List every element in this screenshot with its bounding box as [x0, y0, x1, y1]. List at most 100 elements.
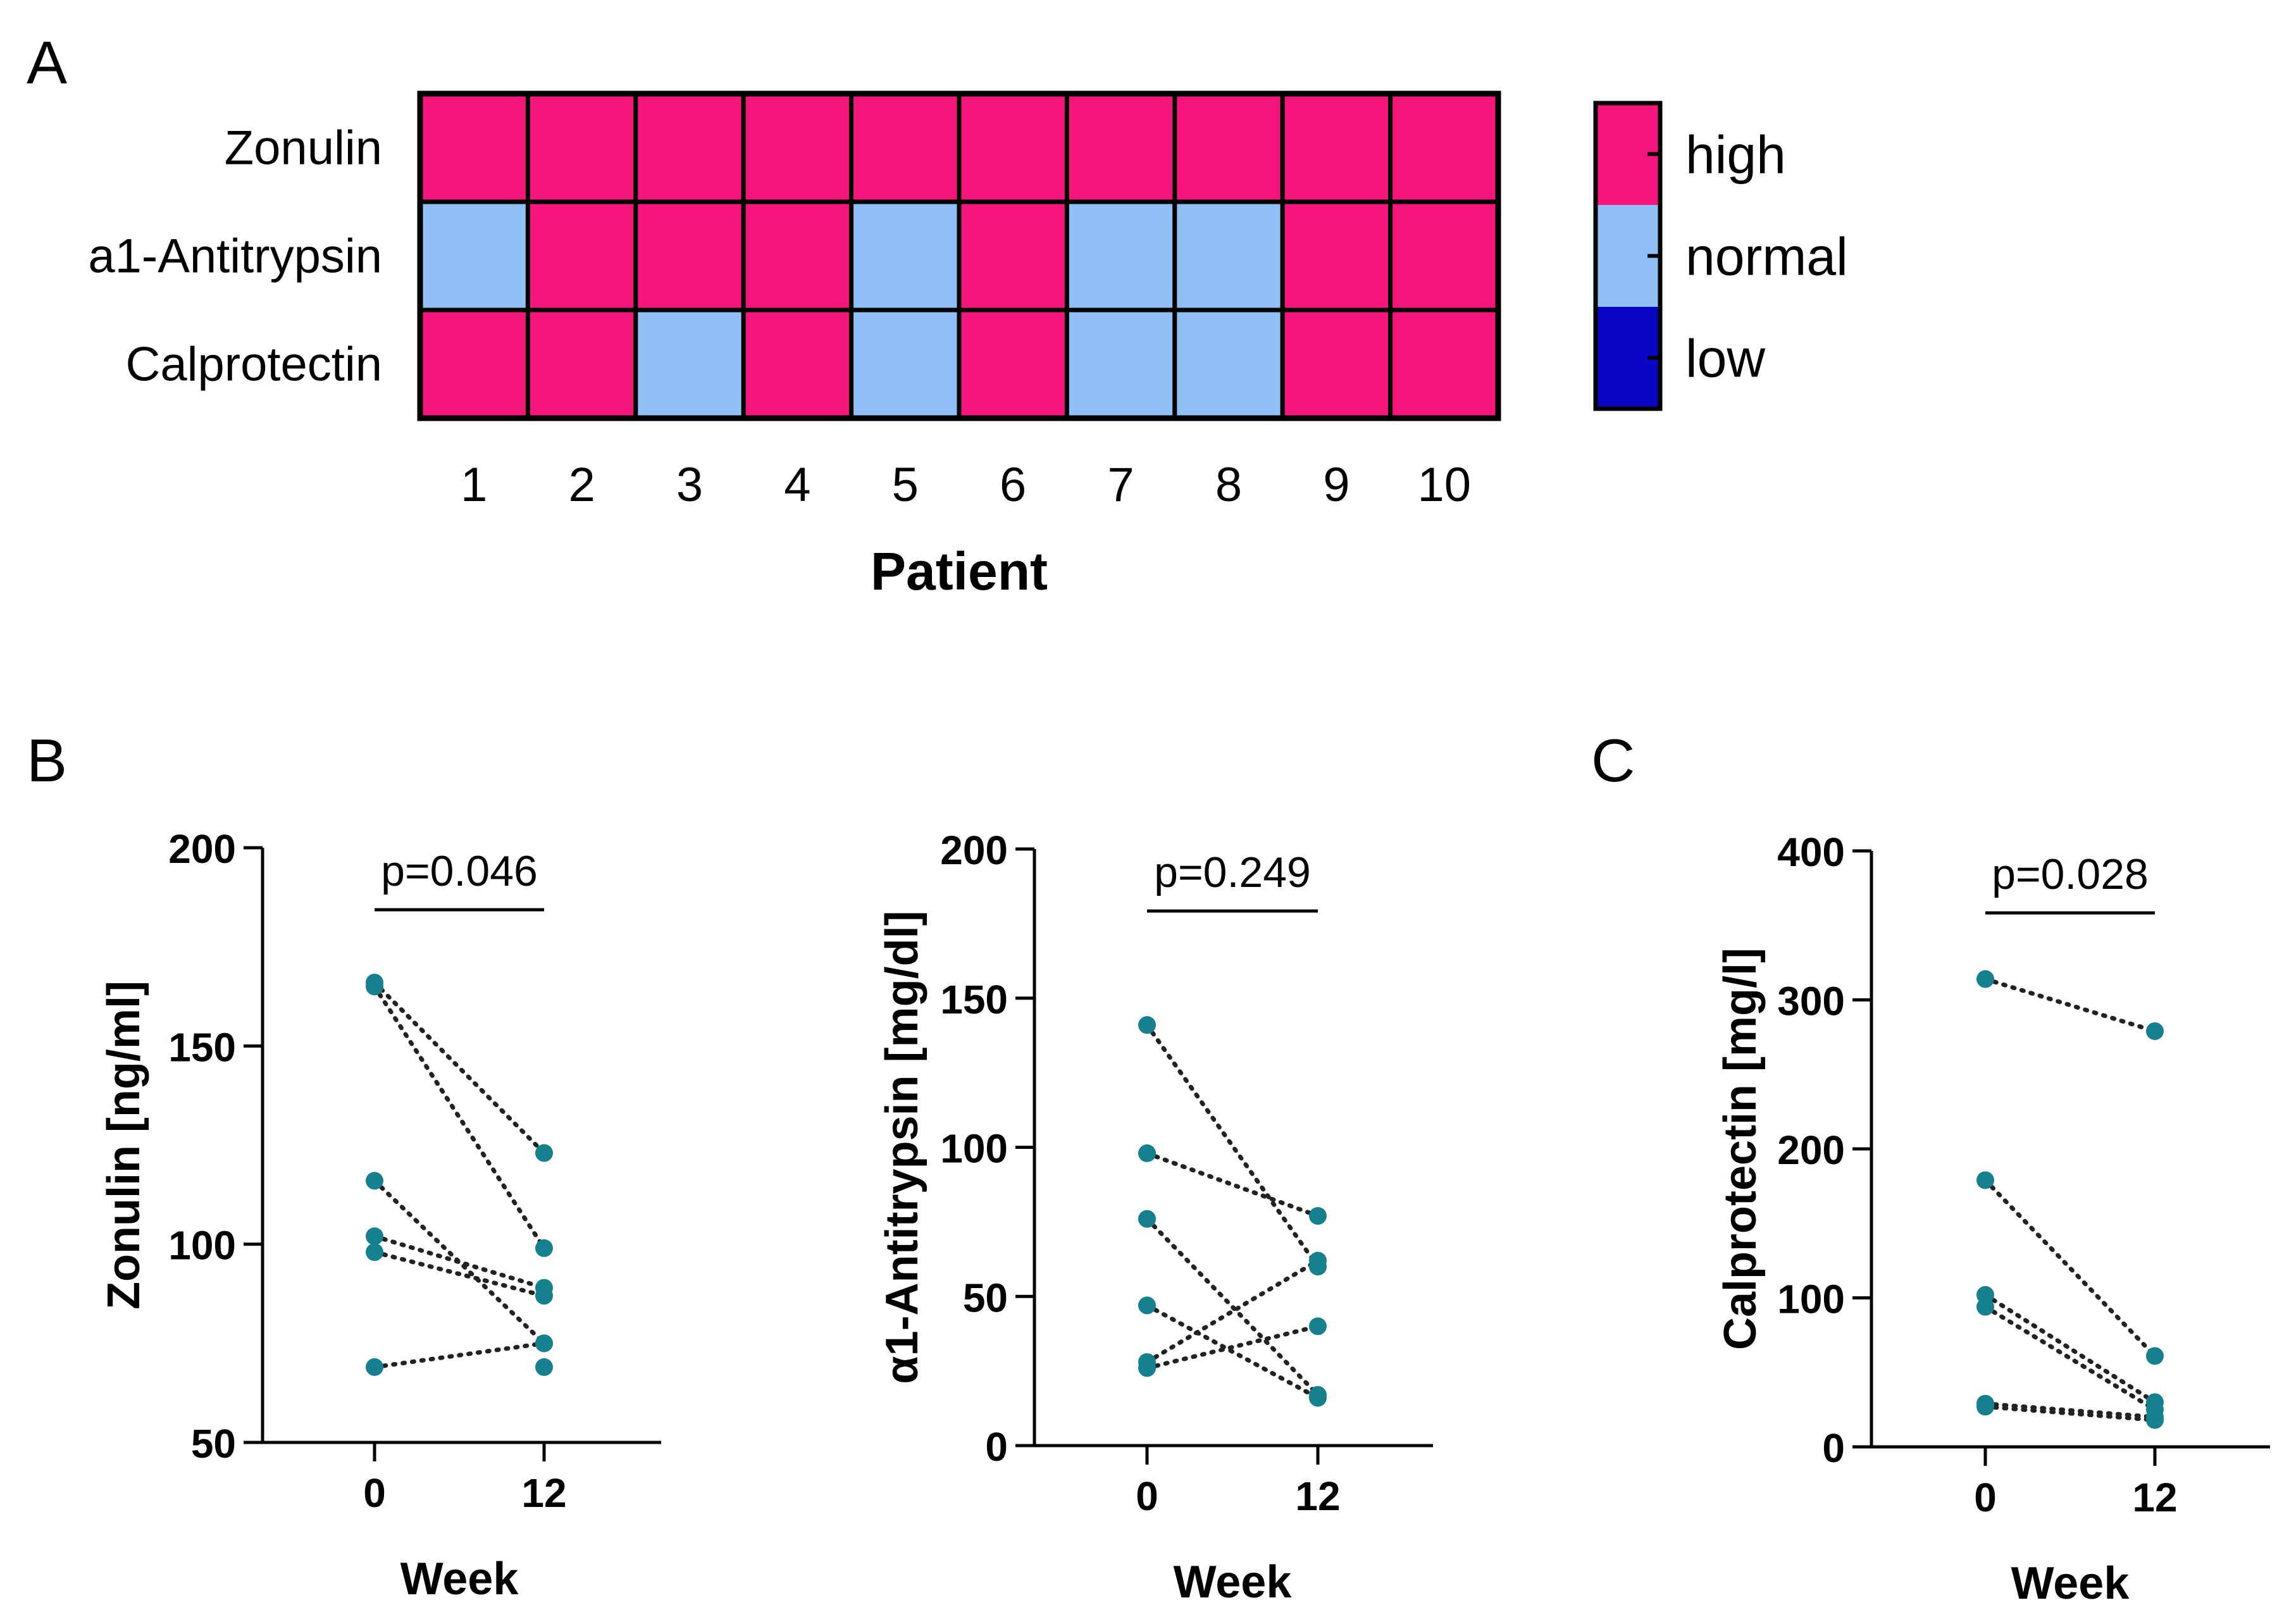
paired-line [1144, 1323, 1320, 1370]
heatmap-row-label: Zonulin [225, 121, 382, 175]
y-tick-label: 50 [963, 1275, 1008, 1320]
y-tick-label: 0 [1822, 1425, 1845, 1471]
heatmap-cell [1388, 199, 1501, 313]
y-axis-title: α1-Antitrypsin [mg/dl] [877, 910, 927, 1384]
heatmap-cell [525, 307, 638, 421]
data-point-week0 [1138, 1296, 1156, 1315]
data-point-week12 [535, 1334, 553, 1353]
heatmap-cell [957, 307, 1069, 421]
heatmap-cell [633, 307, 746, 421]
heatmap-column-label: 2 [568, 458, 595, 512]
data-point-week0 [1138, 1016, 1156, 1034]
data-point-week12 [535, 1358, 553, 1376]
y-tick-label: 300 [1777, 979, 1845, 1024]
heatmap-cell [633, 91, 746, 204]
data-point-week12 [535, 1287, 553, 1305]
data-point-week12 [1309, 1389, 1327, 1407]
p-value-label: p=0.028 [1992, 850, 2149, 898]
paired-line [1983, 1401, 2157, 1420]
x-tick-label: 0 [1136, 1473, 1158, 1519]
legend-label-normal: normal [1685, 227, 1848, 287]
paired-line [1144, 1303, 1320, 1401]
x-tick-label: 12 [1295, 1473, 1340, 1519]
data-point-week12 [2146, 1022, 2164, 1040]
paired-line [1144, 1217, 1320, 1398]
heatmap-cell [849, 199, 962, 313]
heatmap-cell [633, 199, 746, 313]
paired-line [372, 1234, 547, 1291]
heatmap-cell [1064, 307, 1177, 421]
x-tick-label: 0 [363, 1470, 386, 1516]
heatmap-cell [418, 307, 530, 421]
heatmap-cell [849, 91, 962, 204]
heatmap-cell [957, 199, 1069, 313]
p-value-label: p=0.046 [381, 847, 538, 895]
data-point-week0 [1138, 1144, 1156, 1162]
heatmap-column-label: 1 [461, 458, 487, 512]
heatmap-cell [957, 91, 1069, 204]
panel-label-c: C [1591, 727, 1635, 795]
y-tick-label: 150 [940, 977, 1008, 1022]
heatmap-cell [418, 91, 530, 204]
data-point-week12 [2146, 1347, 2164, 1365]
x-tick-label: 0 [1974, 1475, 1997, 1520]
legend-border [1593, 101, 1663, 411]
data-point-week0 [1976, 1398, 1994, 1416]
y-tick-label: 0 [985, 1424, 1008, 1470]
data-point-week0 [366, 977, 383, 996]
heatmap-cell [1280, 91, 1393, 204]
y-tick-label: 100 [1777, 1277, 1845, 1322]
x-tick-label: 12 [2132, 1475, 2177, 1520]
heatmap-column-label: 10 [1418, 458, 1472, 512]
heatmap-cell [1172, 307, 1285, 421]
heatmap-x-axis-title: Patient [871, 542, 1048, 601]
data-point-week12 [2146, 1411, 2164, 1429]
x-tick-label: 12 [521, 1470, 566, 1516]
data-point-week12 [535, 1239, 553, 1257]
y-tick-label: 100 [168, 1223, 236, 1268]
data-point-week12 [1309, 1206, 1327, 1225]
heatmap-cell [1064, 199, 1177, 313]
paired-line [1144, 1022, 1320, 1269]
y-tick-label: 200 [168, 826, 236, 872]
y-tick-label: 150 [168, 1024, 236, 1070]
heatmap-border [417, 90, 1501, 421]
heatmap-cell [1280, 199, 1393, 313]
heatmap-legend: high normal low [1593, 101, 1848, 411]
heatmap-cell [1388, 307, 1501, 421]
y-tick-label: 50 [191, 1421, 236, 1466]
data-point-week12 [1309, 1317, 1327, 1336]
paired-line [1983, 977, 2157, 1034]
heatmap-column-label: 6 [1000, 458, 1026, 512]
heatmap-column-label: 9 [1323, 458, 1349, 512]
heatmap-row-label: Calprotectin [125, 338, 382, 392]
x-axis-title: Week [1174, 1557, 1293, 1608]
data-point-week0 [1138, 1210, 1156, 1228]
data-point-week0 [366, 1172, 383, 1190]
panel-label-b: B [27, 727, 67, 795]
paired-line [1983, 1177, 2157, 1358]
heatmap-cell [741, 199, 854, 313]
heatmap-chart: Zonulin a1-Antitrypsin Calprotectin 1 2 3 4 5 6 7… [88, 90, 1501, 601]
heatmap-column-label: 3 [676, 458, 703, 512]
heatmap-cell [525, 199, 638, 313]
data-point-week0 [366, 1358, 383, 1376]
paired-line [1983, 1404, 2157, 1423]
y-tick-label: 200 [940, 827, 1008, 873]
data-point-week12 [535, 1144, 553, 1162]
y-tick-label: 200 [1777, 1127, 1845, 1173]
legend-label-high: high [1685, 125, 1786, 185]
data-point-week0 [1976, 970, 1994, 988]
data-point-week0 [1976, 1298, 1994, 1316]
y-tick-label: 100 [940, 1126, 1008, 1172]
x-axis-title: Week [2011, 1558, 2130, 1609]
p-value-label: p=0.249 [1154, 848, 1311, 896]
legend-label-low: low [1685, 329, 1765, 388]
data-point-week12 [1309, 1251, 1327, 1270]
heatmap-cell [418, 199, 530, 313]
y-tick-label: 400 [1777, 829, 1845, 875]
heatmap-cell [741, 307, 854, 421]
y-axis-title: Calprotectin [mg/l] [1715, 948, 1766, 1350]
